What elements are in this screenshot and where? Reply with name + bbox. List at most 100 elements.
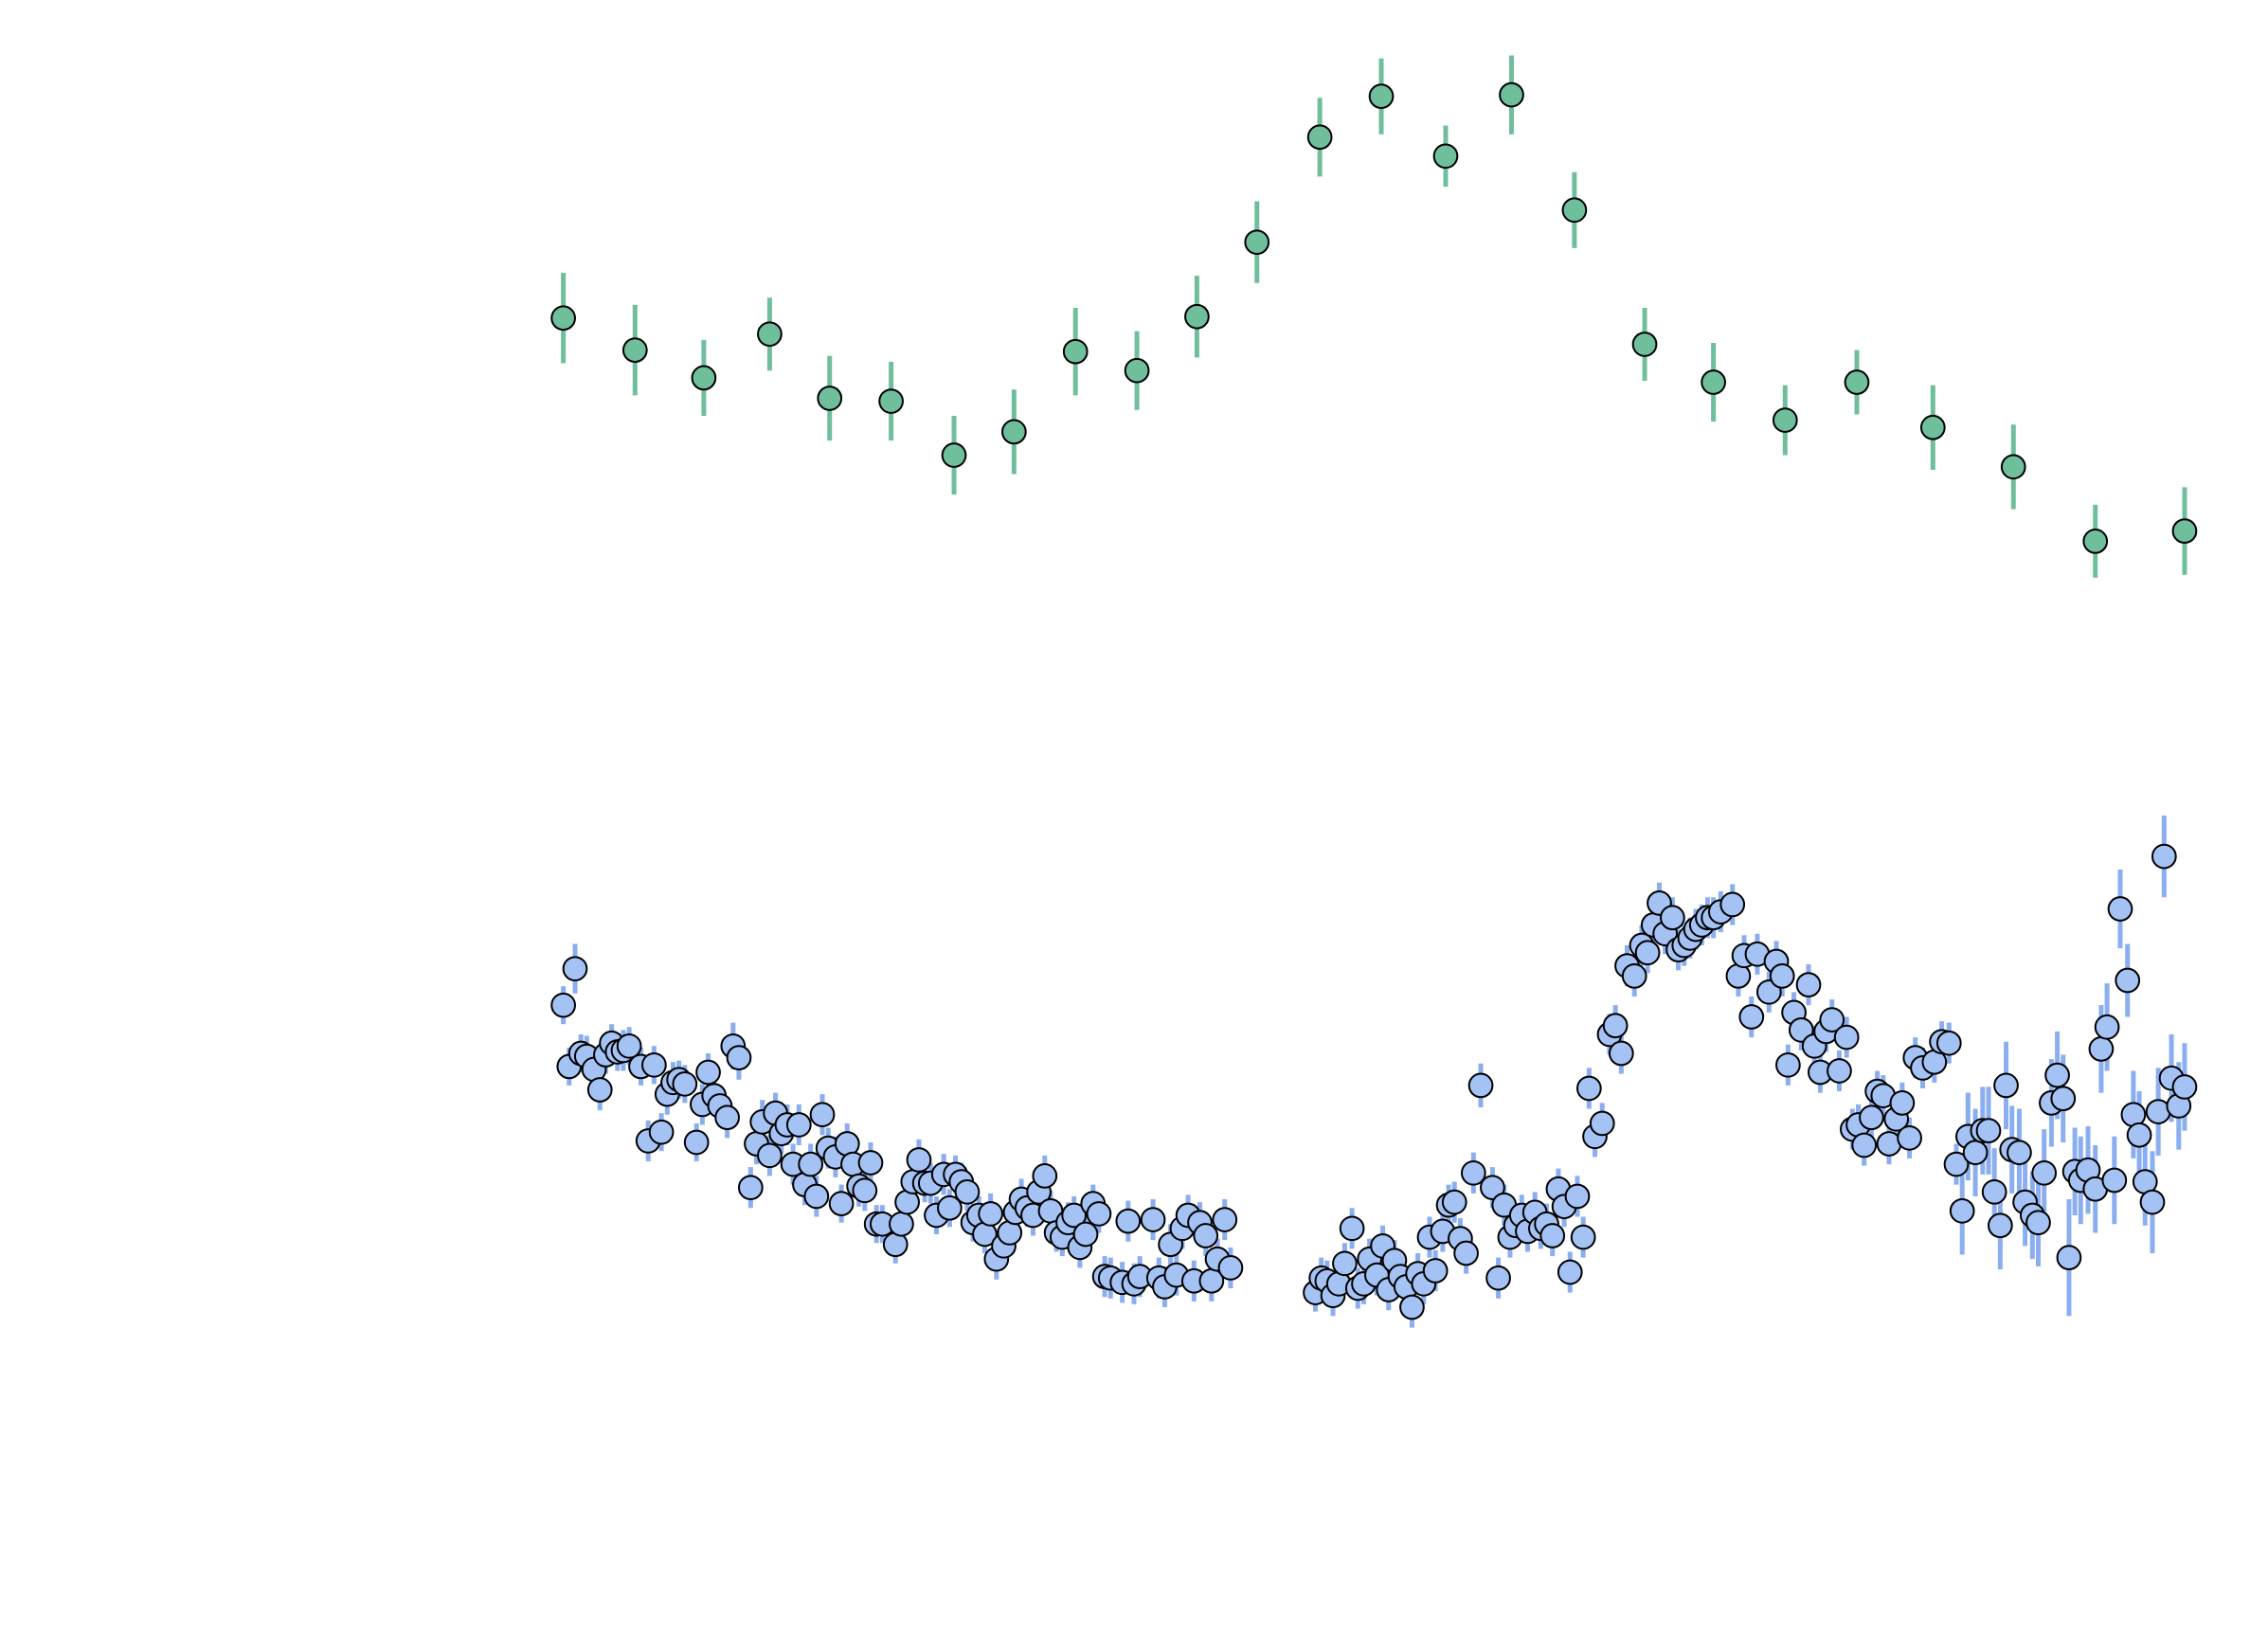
plot-area xyxy=(550,55,2198,1328)
data-point xyxy=(1217,1255,1244,1281)
data-point xyxy=(2101,1167,2128,1194)
data-point xyxy=(828,1191,855,1217)
data-point xyxy=(817,386,843,411)
data-point xyxy=(2139,1189,2166,1215)
data-point xyxy=(2126,1122,2152,1148)
series-1-group xyxy=(550,55,2198,578)
data-point xyxy=(1833,1024,1860,1050)
data-point xyxy=(1539,1223,1566,1248)
data-point xyxy=(1795,972,1822,997)
data-point xyxy=(621,337,648,363)
data-point xyxy=(683,1129,710,1156)
data-point xyxy=(1432,143,1459,170)
data-point xyxy=(2171,1074,2198,1100)
data-point xyxy=(1557,1259,1583,1285)
data-point xyxy=(726,1045,752,1070)
data-point xyxy=(1608,1040,1634,1067)
data-point xyxy=(2107,896,2133,922)
data-point xyxy=(809,1102,836,1128)
data-point xyxy=(562,956,588,982)
data-point xyxy=(1981,1178,2007,1205)
data-point xyxy=(1634,940,1661,966)
data-point xyxy=(1570,1224,1596,1250)
data-point xyxy=(1561,197,1588,224)
data-point xyxy=(1032,1163,1058,1189)
data-point xyxy=(1332,1250,1358,1277)
data-point xyxy=(1660,905,1685,931)
data-point xyxy=(857,1150,884,1176)
data-point xyxy=(1589,1110,1615,1137)
data-point xyxy=(2044,1062,2070,1088)
data-point xyxy=(798,1151,824,1177)
data-point xyxy=(1935,1030,1962,1056)
data-point xyxy=(1193,1223,1219,1248)
data-point xyxy=(586,1077,613,1103)
data-point xyxy=(1072,1221,1099,1248)
data-point xyxy=(954,1178,981,1205)
data-point xyxy=(1086,1201,1112,1227)
data-point xyxy=(2115,967,2141,994)
data-point xyxy=(2000,454,2026,480)
data-point xyxy=(616,1032,642,1059)
data-point xyxy=(1631,332,1658,357)
data-point xyxy=(1115,1208,1142,1234)
data-point xyxy=(1140,1207,1166,1232)
data-point xyxy=(1621,963,1647,989)
data-point xyxy=(906,1147,932,1173)
data-point xyxy=(1467,1072,1494,1099)
data-point xyxy=(1897,1124,1922,1151)
data-point xyxy=(1889,1090,1916,1116)
data-point xyxy=(1480,1175,1505,1201)
data-point xyxy=(691,365,717,391)
data-point xyxy=(852,1177,878,1204)
data-point xyxy=(1306,124,1333,151)
data-point xyxy=(1987,1212,2013,1239)
data-point xyxy=(2025,1210,2051,1236)
data-point xyxy=(1943,1151,1970,1177)
data-point xyxy=(757,321,783,348)
data-point xyxy=(1564,1183,1591,1210)
data-point xyxy=(785,1112,812,1138)
data-point xyxy=(803,1183,830,1210)
data-point xyxy=(1453,1240,1479,1266)
data-point xyxy=(714,1104,740,1131)
data-point xyxy=(1368,83,1395,110)
data-point xyxy=(757,1142,783,1169)
data-point xyxy=(648,1119,675,1145)
data-point xyxy=(1769,963,1795,989)
data-point xyxy=(1602,1013,1629,1039)
data-point xyxy=(878,388,904,414)
data-point xyxy=(1859,1104,1884,1131)
data-point xyxy=(2056,1245,2082,1270)
data-point xyxy=(1772,407,1798,433)
data-point xyxy=(1061,1202,1088,1229)
data-point xyxy=(1184,303,1210,330)
data-point xyxy=(550,992,576,1018)
data-point xyxy=(1499,81,1524,108)
data-point xyxy=(1738,1004,1765,1030)
data-point xyxy=(1962,1140,1989,1166)
data-point xyxy=(941,442,967,468)
data-point xyxy=(2088,1036,2115,1062)
data-point xyxy=(1975,1118,2002,1143)
data-point xyxy=(672,1070,698,1097)
data-point xyxy=(2171,518,2198,544)
data-point xyxy=(1124,357,1150,384)
data-point xyxy=(641,1051,667,1078)
data-point xyxy=(1701,369,1726,395)
data-point xyxy=(2007,1140,2032,1166)
data-point xyxy=(1062,338,1089,365)
data-point xyxy=(1212,1207,1238,1232)
data-point xyxy=(1844,369,1870,395)
data-point xyxy=(1244,229,1270,256)
data-point xyxy=(1339,1215,1365,1242)
data-point xyxy=(2050,1086,2077,1112)
data-point xyxy=(695,1059,721,1086)
data-point xyxy=(1919,414,1946,440)
data-point xyxy=(1993,1072,2019,1099)
data-point xyxy=(1422,1258,1449,1284)
data-point xyxy=(1000,419,1027,445)
data-point xyxy=(1485,1265,1511,1291)
